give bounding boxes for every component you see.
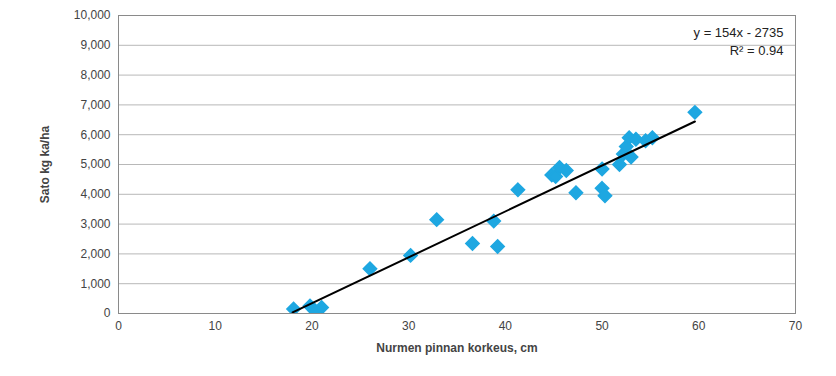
svg-text:y = 154x - 2735: y = 154x - 2735 (694, 25, 784, 40)
svg-text:4,000: 4,000 (80, 187, 110, 201)
svg-text:50: 50 (595, 319, 609, 333)
svg-text:0: 0 (104, 306, 111, 320)
svg-text:Nurmen pinnan korkeus, cm: Nurmen pinnan korkeus, cm (376, 341, 537, 355)
svg-text:70: 70 (789, 319, 803, 333)
svg-text:60: 60 (692, 319, 706, 333)
svg-text:10,000: 10,000 (74, 8, 111, 22)
svg-text:7,000: 7,000 (80, 98, 110, 112)
svg-text:R² = 0.94: R² = 0.94 (730, 43, 784, 58)
svg-text:5,000: 5,000 (80, 157, 110, 171)
svg-text:Sato kg ka/ha: Sato kg ka/ha (38, 126, 52, 204)
svg-text:1,000: 1,000 (80, 277, 110, 291)
svg-text:30: 30 (402, 319, 416, 333)
svg-text:2,000: 2,000 (80, 247, 110, 261)
svg-text:6,000: 6,000 (80, 128, 110, 142)
svg-text:40: 40 (499, 319, 513, 333)
svg-text:3,000: 3,000 (80, 217, 110, 231)
svg-text:20: 20 (305, 319, 319, 333)
svg-text:8,000: 8,000 (80, 68, 110, 82)
svg-text:10: 10 (209, 319, 223, 333)
svg-text:0: 0 (115, 319, 122, 333)
svg-text:9,000: 9,000 (80, 38, 110, 52)
